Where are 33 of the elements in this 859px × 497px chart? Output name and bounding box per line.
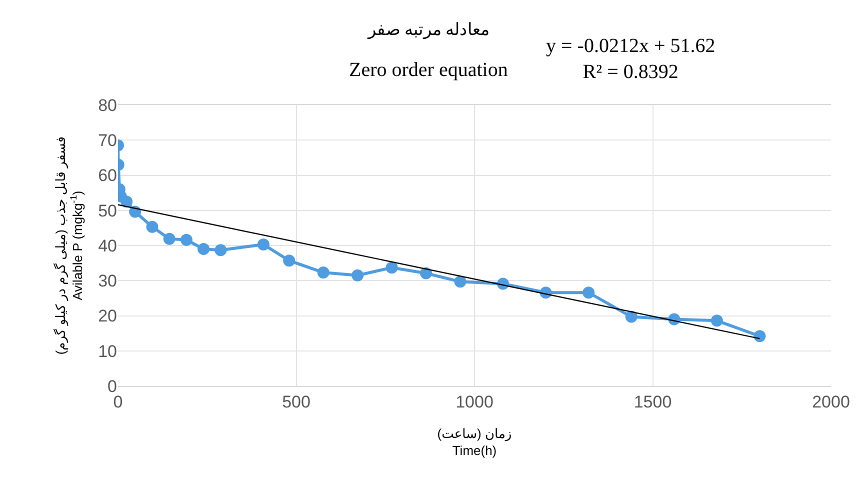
y-tick-label: 20 [98, 306, 117, 326]
point [352, 269, 364, 282]
point [625, 310, 638, 323]
point [283, 254, 296, 267]
point [146, 220, 158, 233]
chart-subtitle: Zero order equation [349, 59, 508, 81]
y-tick-label: 40 [98, 236, 117, 256]
y-tick-label: 80 [98, 96, 117, 115]
x-tick-label: 1500 [634, 392, 672, 412]
y-tick-label: 50 [98, 201, 117, 220]
x-tick-label: 2000 [812, 392, 850, 412]
point [180, 234, 192, 246]
point [257, 238, 270, 250]
point [420, 267, 432, 280]
y-tick-label: 0 [108, 376, 117, 396]
x-tick-label: 500 [282, 392, 310, 412]
chart-title: معادله مرتبه صفر [367, 20, 490, 40]
y-tick-label: 30 [98, 272, 117, 291]
point [214, 244, 227, 256]
point [582, 286, 595, 299]
point [120, 196, 133, 208]
point [454, 276, 466, 288]
point [317, 266, 330, 279]
point [754, 330, 766, 342]
text: y = -0.0212x + 51.62 R² = 0.8392 [546, 35, 716, 83]
y-tick-label: 10 [98, 342, 117, 361]
point [386, 262, 398, 274]
x-tick-label: 1000 [456, 392, 494, 412]
y-tick-label: 70 [98, 131, 117, 150]
point [198, 243, 210, 256]
point [710, 314, 723, 327]
point [163, 232, 176, 245]
y-tick-label: 60 [98, 166, 117, 186]
